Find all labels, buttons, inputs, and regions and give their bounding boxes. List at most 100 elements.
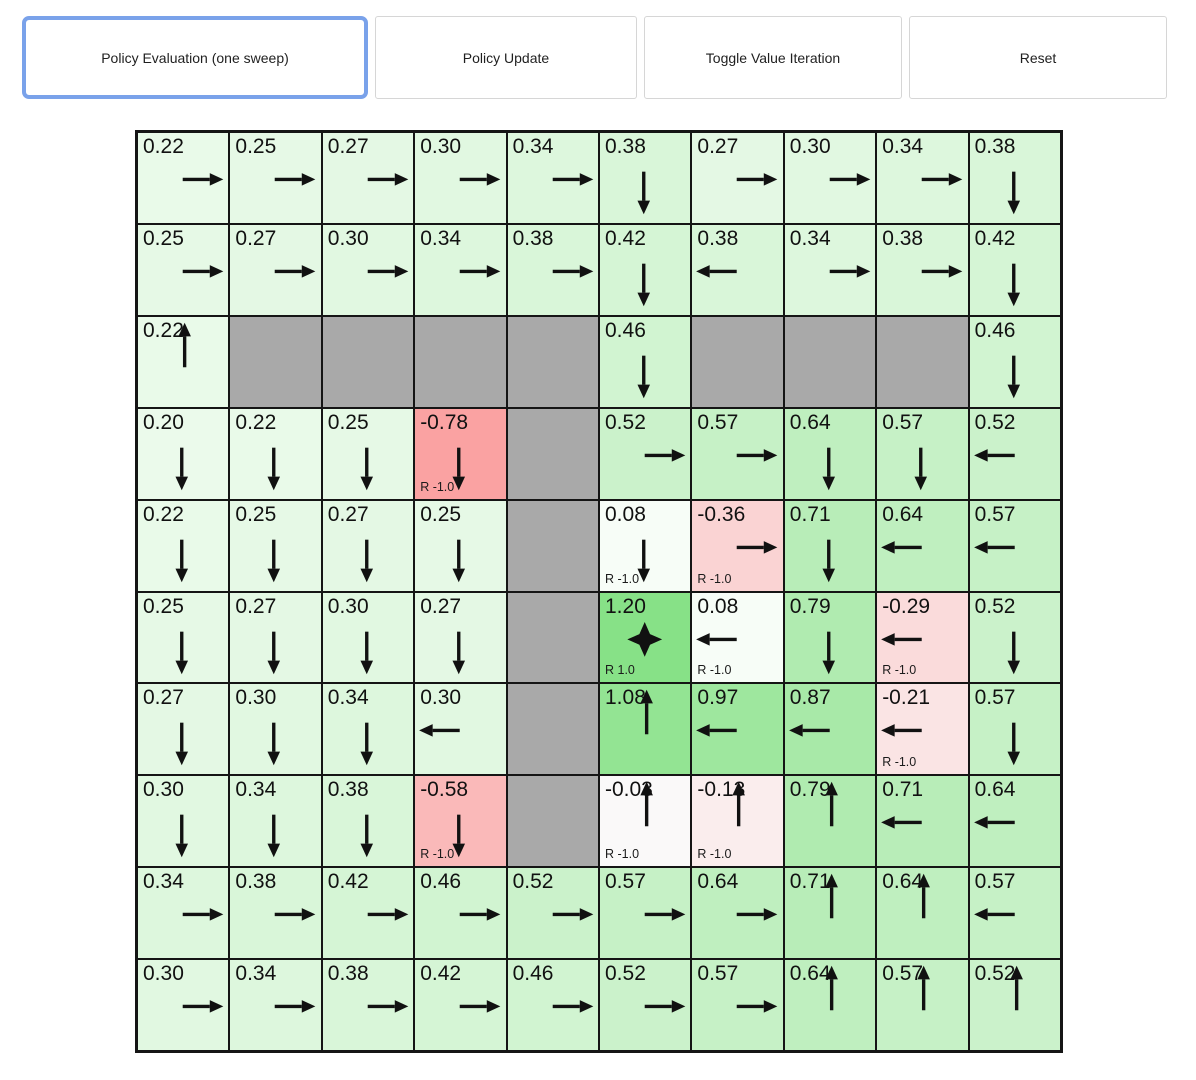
grid-cell[interactable]: 0.22: [137, 315, 230, 408]
grid-cell[interactable]: 0.27: [137, 683, 230, 776]
wall-cell[interactable]: [506, 683, 599, 776]
grid-cell[interactable]: 0.52: [506, 867, 599, 960]
grid-cell[interactable]: -0.78 R -1.0: [414, 407, 507, 500]
grid-cell[interactable]: 0.34: [229, 959, 322, 1051]
grid-cell[interactable]: 0.64: [968, 775, 1061, 868]
grid-cell[interactable]: 0.71: [876, 775, 969, 868]
grid-cell[interactable]: 0.87: [783, 683, 877, 776]
grid-cell[interactable]: 0.27: [321, 132, 415, 224]
grid-cell[interactable]: 0.25: [137, 223, 230, 316]
grid-cell[interactable]: 0.22: [137, 132, 230, 224]
grid-cell[interactable]: 0.25: [321, 407, 415, 500]
grid-cell[interactable]: 0.71: [783, 499, 877, 592]
grid-cell[interactable]: 0.46: [968, 315, 1061, 408]
grid-cell[interactable]: 0.25: [229, 132, 322, 224]
grid-cell[interactable]: 0.42: [321, 867, 415, 960]
grid-cell[interactable]: 0.71: [783, 867, 877, 960]
grid-cell[interactable]: 0.34: [229, 775, 322, 868]
grid-cell[interactable]: 0.64: [783, 407, 877, 500]
grid-cell[interactable]: 0.34: [137, 867, 230, 960]
grid-cell[interactable]: 0.30: [137, 959, 230, 1051]
grid-cell[interactable]: 0.25: [137, 591, 230, 684]
grid-cell[interactable]: 0.25: [414, 499, 507, 592]
grid-cell[interactable]: 0.64: [783, 959, 877, 1051]
grid-cell[interactable]: 0.08 R -1.0: [599, 499, 692, 592]
wall-cell[interactable]: [321, 315, 415, 408]
wall-cell[interactable]: [506, 775, 599, 868]
grid-cell[interactable]: 0.52: [968, 591, 1061, 684]
grid-cell[interactable]: 0.57: [691, 407, 784, 500]
reset-button[interactable]: Reset: [909, 16, 1167, 99]
grid-cell[interactable]: 0.97: [691, 683, 784, 776]
grid-cell[interactable]: 0.52: [968, 407, 1061, 500]
wall-cell[interactable]: [506, 407, 599, 500]
grid-cell[interactable]: 0.34: [876, 132, 969, 224]
grid-cell[interactable]: 0.57: [599, 867, 692, 960]
grid-cell[interactable]: 0.30: [321, 223, 415, 316]
grid-cell[interactable]: 0.79: [783, 591, 877, 684]
wall-cell[interactable]: [506, 591, 599, 684]
grid-cell[interactable]: 1.08: [599, 683, 692, 776]
toggle-value-iteration-button[interactable]: Toggle Value Iteration: [644, 16, 902, 99]
grid-cell[interactable]: 1.20 R 1.0: [599, 591, 692, 684]
wall-cell[interactable]: [229, 315, 322, 408]
wall-cell[interactable]: [506, 499, 599, 592]
grid-cell[interactable]: 0.57: [876, 407, 969, 500]
grid-cell[interactable]: 0.57: [876, 959, 969, 1051]
grid-cell[interactable]: 0.64: [876, 499, 969, 592]
grid-cell[interactable]: 0.25: [229, 499, 322, 592]
wall-cell[interactable]: [506, 315, 599, 408]
grid-cell[interactable]: 0.64: [876, 867, 969, 960]
policy-update-button[interactable]: Policy Update: [375, 16, 637, 99]
grid-cell[interactable]: 0.46: [506, 959, 599, 1051]
grid-cell[interactable]: 0.30: [414, 132, 507, 224]
grid-cell[interactable]: 0.38: [321, 775, 415, 868]
grid-cell[interactable]: 0.38: [876, 223, 969, 316]
grid-cell[interactable]: 0.30: [321, 591, 415, 684]
grid-cell[interactable]: 0.38: [229, 867, 322, 960]
grid-cell[interactable]: -0.21 R -1.0: [876, 683, 969, 776]
grid-cell[interactable]: 0.27: [691, 132, 784, 224]
grid-cell[interactable]: 0.27: [321, 499, 415, 592]
grid-cell[interactable]: -0.58 R -1.0: [414, 775, 507, 868]
grid-cell[interactable]: 0.52: [968, 959, 1061, 1051]
grid-cell[interactable]: -0.13 R -1.0: [691, 775, 784, 868]
wall-cell[interactable]: [876, 315, 969, 408]
grid-cell[interactable]: 0.34: [321, 683, 415, 776]
grid-cell[interactable]: 0.57: [968, 867, 1061, 960]
grid-cell[interactable]: 0.27: [229, 223, 322, 316]
grid-cell[interactable]: 0.30: [414, 683, 507, 776]
grid-cell[interactable]: 0.38: [506, 223, 599, 316]
grid-cell[interactable]: 0.64: [691, 867, 784, 960]
grid-cell[interactable]: 0.22: [229, 407, 322, 500]
grid-cell[interactable]: 0.57: [691, 959, 784, 1051]
grid-cell[interactable]: 0.08 R -1.0: [691, 591, 784, 684]
policy-evaluation-one-sweep-button[interactable]: Policy Evaluation (one sweep): [22, 16, 368, 99]
wall-cell[interactable]: [414, 315, 507, 408]
grid-cell[interactable]: 0.42: [968, 223, 1061, 316]
grid-cell[interactable]: 0.42: [414, 959, 507, 1051]
grid-cell[interactable]: 0.52: [599, 407, 692, 500]
grid-cell[interactable]: 0.30: [783, 132, 877, 224]
grid-cell[interactable]: 0.57: [968, 499, 1061, 592]
grid-cell[interactable]: -0.03 R -1.0: [599, 775, 692, 868]
grid-cell[interactable]: 0.57: [968, 683, 1061, 776]
wall-cell[interactable]: [783, 315, 877, 408]
grid-cell[interactable]: 0.30: [137, 775, 230, 868]
grid-cell[interactable]: 0.27: [229, 591, 322, 684]
wall-cell[interactable]: [691, 315, 784, 408]
grid-cell[interactable]: 0.38: [968, 132, 1061, 224]
grid-cell[interactable]: -0.29 R -1.0: [876, 591, 969, 684]
grid-cell[interactable]: 0.52: [599, 959, 692, 1051]
grid-cell[interactable]: -0.36 R -1.0: [691, 499, 784, 592]
grid-cell[interactable]: 0.46: [599, 315, 692, 408]
grid-cell[interactable]: 0.42: [599, 223, 692, 316]
grid-cell[interactable]: 0.27: [414, 591, 507, 684]
grid-cell[interactable]: 0.79: [783, 775, 877, 868]
grid-cell[interactable]: 0.34: [783, 223, 877, 316]
grid-cell[interactable]: 0.46: [414, 867, 507, 960]
grid-cell[interactable]: 0.34: [506, 132, 599, 224]
grid-cell[interactable]: 0.34: [414, 223, 507, 316]
grid-cell[interactable]: 0.20: [137, 407, 230, 500]
grid-cell[interactable]: 0.38: [321, 959, 415, 1051]
